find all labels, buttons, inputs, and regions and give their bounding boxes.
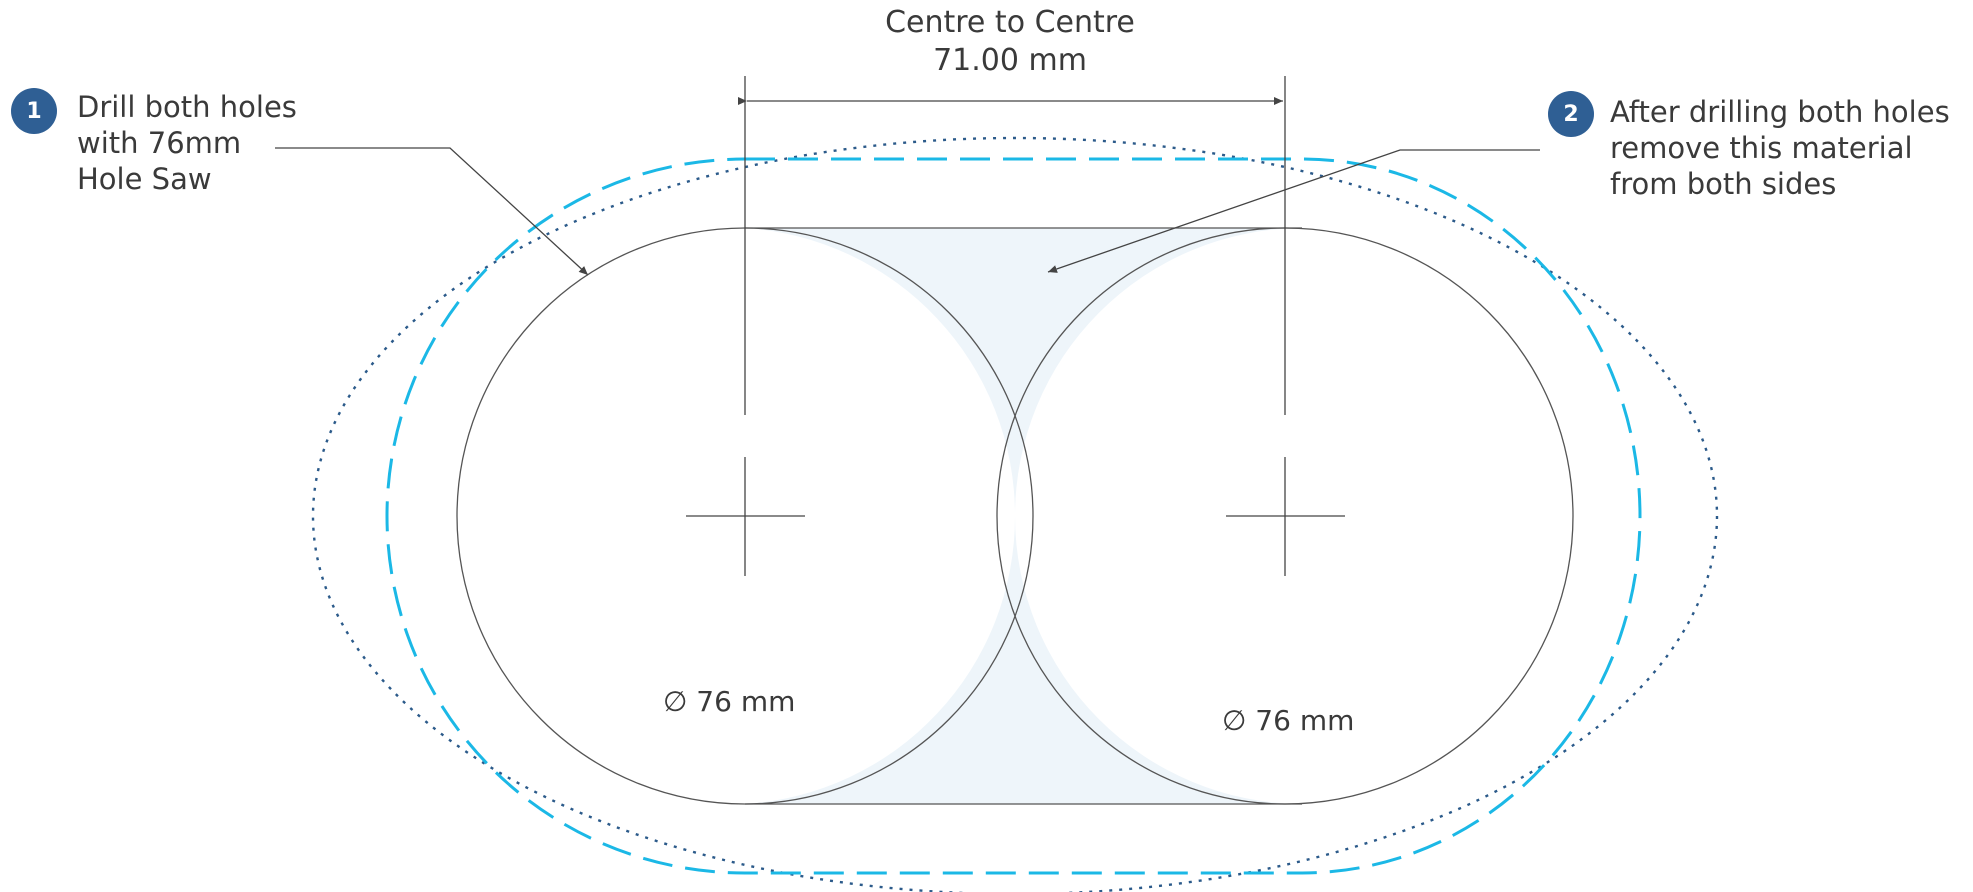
right-hole-diameter: ∅ 76 mm (1222, 704, 1354, 737)
dotted-outline (312, 136, 1718, 892)
step-1-line-1: Drill both holes (77, 90, 297, 124)
step-1-note: Drill both holes with 76mm Hole Saw (77, 89, 297, 197)
step-2-line-1: After drilling both holes (1610, 95, 1950, 129)
dimension-label-line-2: 71.00 mm (933, 43, 1087, 78)
removed-material-bottom (745, 516, 1302, 804)
diameter-icon: ∅ (1222, 704, 1247, 737)
step-2-badge: 2 (1548, 91, 1594, 137)
left-hole-diameter-value: 76 mm (696, 685, 796, 718)
dimension-label-line-1: Centre to Centre (885, 5, 1135, 40)
step-2-line-3: from both sides (1610, 167, 1837, 201)
dimension-label: Centre to Centre 71.00 mm (780, 4, 1240, 80)
step-1-line-3: Hole Saw (77, 162, 212, 196)
right-hole-diameter-value: 76 mm (1255, 704, 1355, 737)
step-2-line-2: remove this material (1610, 131, 1913, 165)
leader-line-step-2 (1047, 149, 1540, 273)
leader-line-step-1 (275, 147, 589, 276)
step-1-badge: 1 (11, 88, 57, 134)
right-centre-mark (1226, 457, 1345, 576)
diameter-icon: ∅ (663, 685, 688, 718)
left-hole-diameter: ∅ 76 mm (663, 685, 795, 718)
dashed-slot-outline (385, 157, 1642, 875)
removed-material-top (745, 228, 1302, 516)
left-centre-mark (686, 457, 805, 576)
step-2-note: After drilling both holes remove this ma… (1610, 94, 1950, 202)
step-1-line-2: with 76mm (77, 126, 242, 160)
